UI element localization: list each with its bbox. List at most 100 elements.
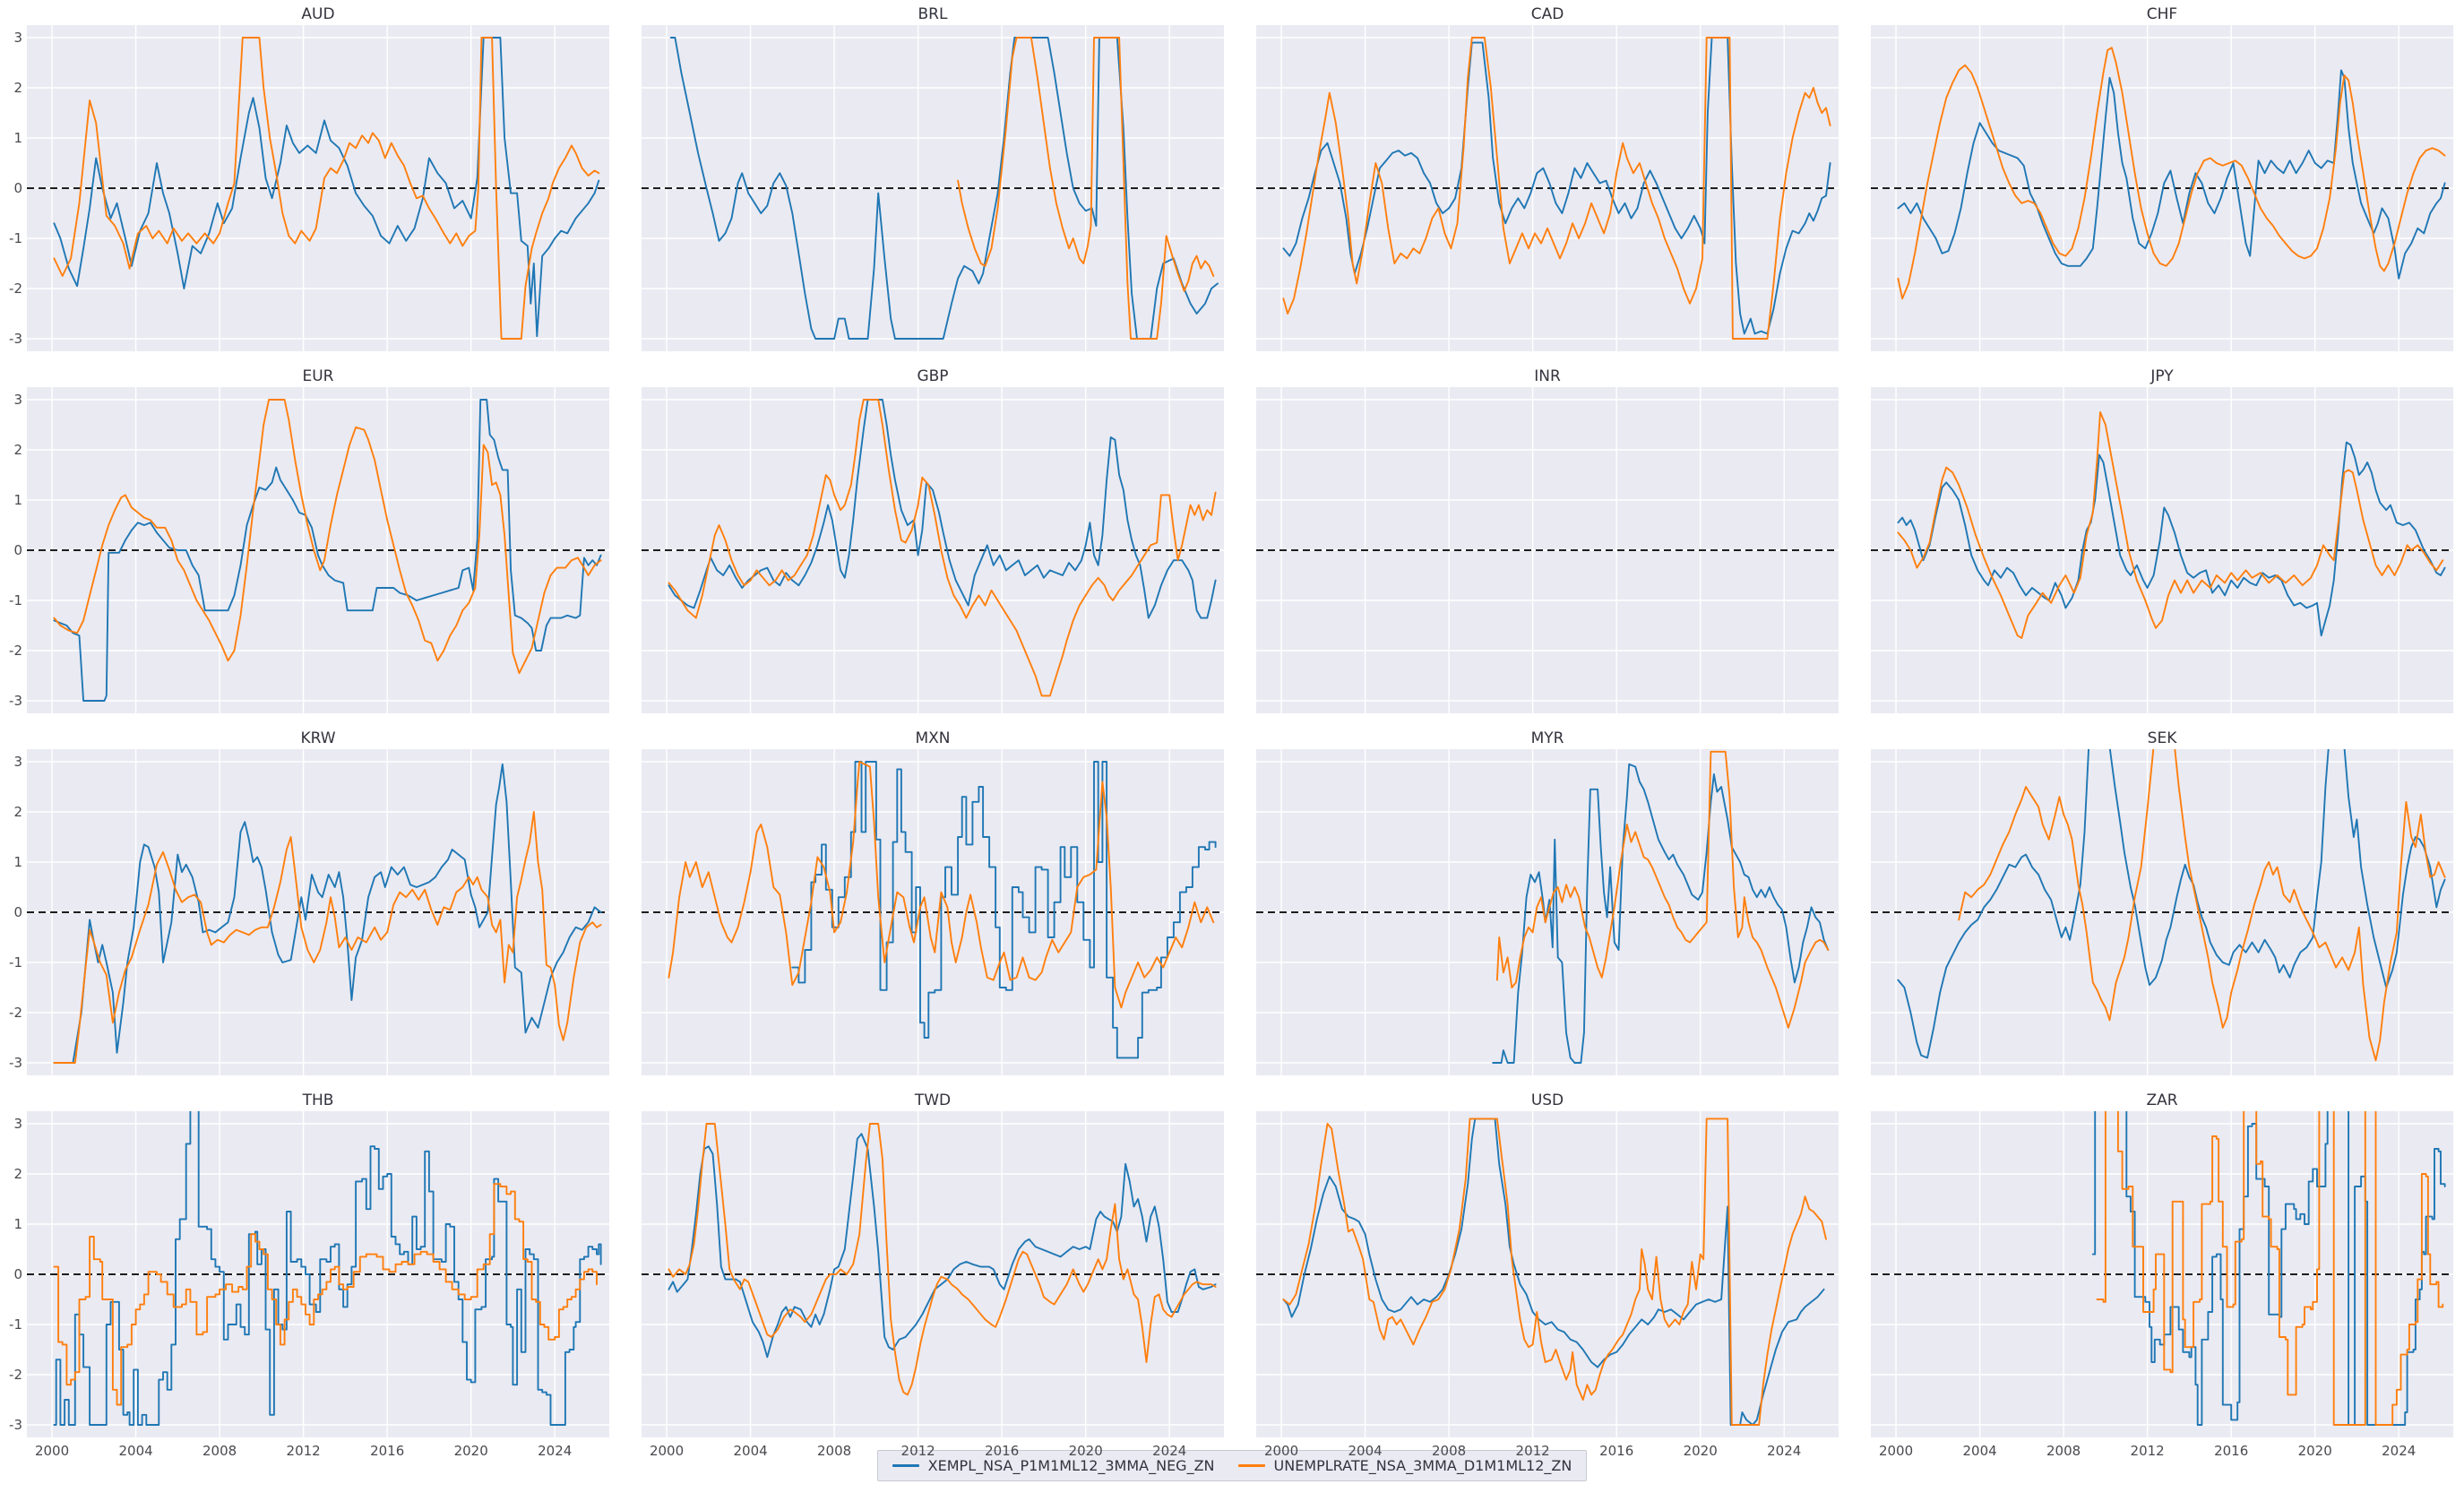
plot-area [27,749,609,1075]
y-tick-label: 0 [13,180,22,196]
legend-item-xempl: XEMPL_NSA_P1M1ML12_3MMA_NEG_ZN [892,1457,1215,1474]
series-orange [1897,411,2444,639]
x-tick-label: 2024 [538,1443,573,1459]
subplot-twd: TWD 2000 2004 2008 2012 2016 2020 2024 [642,1092,1224,1459]
y-tick-label: 1 [13,130,22,146]
x-tick-label: 2000 [1263,1443,1299,1459]
x-tick-label: 2024 [2382,1443,2417,1459]
legend-line-blue-icon [892,1464,919,1467]
plot-area [1256,1111,1839,1437]
plot-area [1871,749,2453,1075]
series-blue [53,399,602,702]
y-tick-label: 1 [13,1216,22,1232]
x-tick-label: 2004 [1348,1443,1383,1459]
plot-area [27,25,609,351]
y-tick-label: 0 [13,1266,22,1282]
subplot-title: CAD [1530,5,1564,23]
chart-grid: AUD -3 -2 -1 0 1 2 3 BRL CAD CHF EUR -3 -2 -1 0 1 2 3 GBP IN… [9,5,2453,1459]
subplot-myr: MYR [1256,729,1839,1075]
series-orange [53,811,602,1064]
y-tick-label: -1 [9,954,22,971]
x-tick-label: 2024 [1767,1443,1802,1459]
y-tick-label: 0 [13,904,22,920]
legend-label-blue: XEMPL_NSA_P1M1ML12_3MMA_NEG_ZN [927,1457,1215,1474]
plot-area [1256,749,1839,1075]
subplot-title: KRW [300,729,336,747]
x-tick-label: 2012 [2130,1443,2165,1459]
y-tick-label: 2 [13,442,22,458]
legend-item-unemplrate: UNEMPLRATE_NSA_3MMA_D1M1ML12_ZN [1237,1457,1572,1474]
x-tick-label: 2000 [649,1443,685,1459]
subplot-mxn: MXN [642,729,1224,1075]
subplot-title: CHF [2146,5,2178,23]
y-tick-label: 2 [13,804,22,820]
legend-label-orange: UNEMPLRATE_NSA_3MMA_D1M1ML12_ZN [1273,1457,1572,1474]
plot-area [642,25,1224,351]
subplot-title: INR [1534,367,1561,385]
x-tick-label: 2020 [453,1443,488,1459]
plot-area [1256,25,1839,351]
plot-area [642,387,1224,713]
series-orange [1958,749,2446,1062]
plot-area [1871,1111,2453,1437]
x-tick-label: 2020 [1068,1443,1103,1459]
y-tick-label: -1 [9,230,22,246]
x-tick-label: 2000 [1878,1443,1914,1459]
series-blue [2091,1111,2446,1426]
y-tick-label: -2 [9,1005,22,1021]
subplot-gbp: GBP [642,367,1224,713]
plot-area [1871,387,2453,713]
subplot-inr: INR [1256,367,1839,713]
series-blue [1282,1117,1825,1426]
subplot-cad: CAD [1256,5,1839,351]
subplot-title: USD [1530,1092,1564,1109]
x-tick-label: 2008 [817,1443,852,1459]
series-orange [668,399,1217,697]
series-orange [1282,1117,1827,1426]
series-blue [668,399,1217,619]
subplot-usd: USD 2000 2004 2008 2012 2016 2020 2024 [1256,1092,1839,1459]
series-blue [53,763,602,1064]
plot-area [642,1111,1224,1437]
series-blue [1897,441,2446,637]
subplot-jpy: JPY [1871,367,2453,713]
y-tick-label: 2 [13,1166,22,1182]
y-tick-label: 1 [13,492,22,508]
series-blue [669,37,1219,340]
series-blue [791,761,1217,1059]
x-tick-label: 2008 [202,1443,237,1459]
y-tick-label: 2 [13,80,22,96]
x-tick-label: 2012 [900,1443,935,1459]
x-tick-label: 2008 [2046,1443,2081,1459]
x-tick-label: 2004 [733,1443,768,1459]
series-orange [1282,37,1831,340]
subplot-zar: ZAR 2000 2004 2008 2012 2016 2020 2024 [1871,1092,2453,1459]
plot-area [27,1111,609,1437]
series-orange [1495,750,1830,1029]
y-tick-label: 3 [13,1116,22,1132]
series-blue [668,1133,1217,1359]
x-tick-label: 2012 [1515,1443,1550,1459]
subplot-krw: KRW -3 -2 -1 0 1 2 3 [9,729,609,1075]
subplot-aud: AUD -3 -2 -1 0 1 2 3 [9,5,609,351]
subplot-brl: BRL [642,5,1224,351]
subplot-title: BRL [918,5,948,23]
subplot-sek: SEK [1871,729,2453,1075]
y-tick-label: -1 [9,1316,22,1333]
subplot-title: MYR [1530,729,1564,747]
subplot-title: THB [302,1092,334,1109]
x-tick-label: 2008 [1432,1443,1467,1459]
y-tick-label: 3 [13,30,22,46]
plot-area [27,387,609,713]
x-tick-label: 2020 [2297,1443,2332,1459]
subplot-thb: THB -3 -2 -1 0 1 2 3 2000 2004 2008 2012 2016 2020 202… [9,1092,609,1459]
subplot-title: EUR [302,367,334,385]
subplot-title: ZAR [2146,1092,2178,1109]
x-tick-label: 2000 [34,1443,70,1459]
x-tick-label: 2012 [286,1443,321,1459]
series-blue [53,1111,602,1426]
y-tick-label: 1 [13,854,22,870]
series-orange [53,399,602,675]
y-tick-label: 3 [13,754,22,770]
